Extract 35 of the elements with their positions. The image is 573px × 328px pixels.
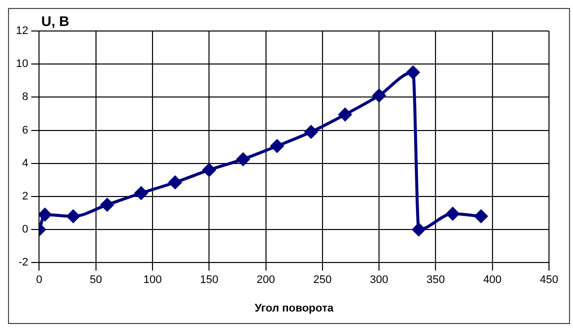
point — [412, 223, 426, 236]
y-tick-label: 6 — [22, 124, 28, 136]
x-tick-label: 200 — [256, 274, 275, 286]
x-tick-label: 450 — [540, 274, 558, 286]
x-tick-label: 100 — [143, 274, 162, 286]
x-tick-label: 250 — [313, 274, 332, 286]
point — [202, 163, 216, 176]
point — [474, 210, 488, 223]
x-tick-label: 400 — [483, 274, 502, 286]
x-tick-label: 0 — [36, 274, 42, 286]
point — [372, 89, 386, 102]
x-axis-title: Угол поворота — [254, 302, 334, 314]
y-tick-label: -2 — [18, 256, 28, 269]
y-tick-label: 2 — [22, 190, 28, 202]
x-tick-label: 150 — [200, 274, 218, 286]
point — [100, 198, 114, 212]
x-tick-label: 350 — [426, 274, 445, 286]
point — [39, 208, 52, 222]
point — [304, 125, 318, 138]
point — [446, 207, 460, 220]
point — [406, 66, 420, 79]
point — [338, 108, 352, 122]
point — [168, 176, 182, 189]
y-tick-label: 8 — [22, 91, 28, 104]
y-tick-label: 12 — [16, 25, 28, 38]
x-tick-label: 300 — [370, 274, 388, 286]
y-axis-title: U, В — [41, 12, 70, 29]
y-tick-label: 0 — [22, 224, 28, 236]
y-tick-label: 4 — [22, 157, 28, 170]
point — [270, 139, 284, 152]
point — [134, 186, 148, 200]
x-tick-label: 50 — [90, 274, 102, 286]
point — [236, 152, 250, 166]
point — [66, 210, 80, 223]
y-tick-label: 10 — [16, 58, 28, 70]
